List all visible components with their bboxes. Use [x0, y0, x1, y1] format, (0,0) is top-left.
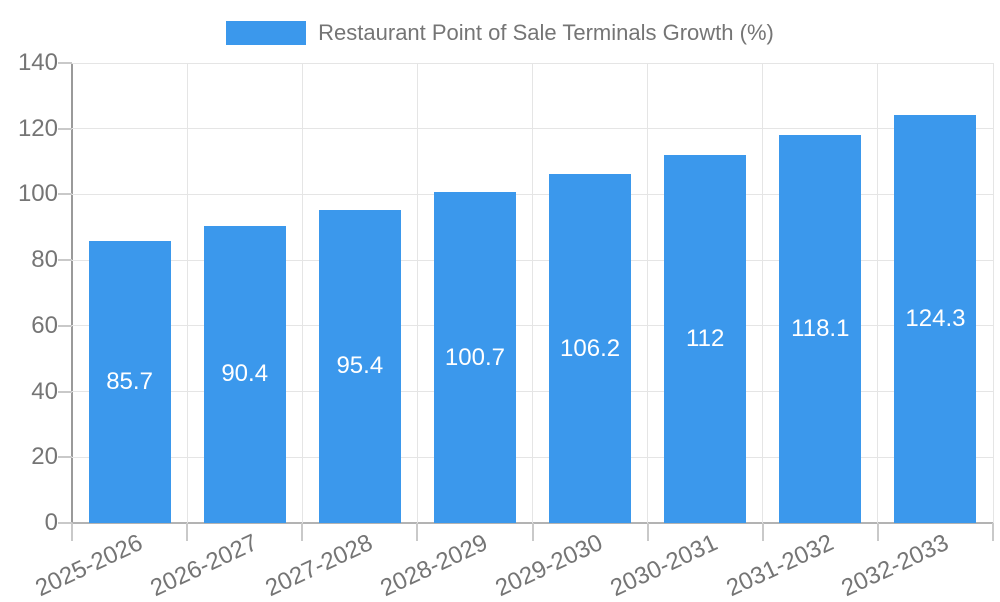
gridline-vertical	[301, 63, 303, 523]
y-tick-label: 20	[31, 443, 58, 471]
bar-value-label: 124.3	[905, 304, 966, 332]
x-tick-label: 2027-2028	[261, 529, 377, 602]
y-axis-tick	[58, 324, 72, 327]
plot-area: 85.7 90.4 95.4 100.7 106.2 112 118.1 124.3	[72, 62, 994, 523]
bar[interactable]: 100.7	[433, 192, 516, 523]
x-axis-tick	[186, 523, 189, 541]
x-axis-tick	[71, 523, 73, 541]
y-tick-label: 120	[17, 114, 58, 142]
x-axis-tick	[761, 523, 764, 541]
bar-value-label: 90.4	[221, 360, 269, 388]
x-axis-tick	[531, 523, 534, 541]
y-axis-line	[71, 63, 73, 541]
y-tick-label: 140	[17, 49, 58, 76]
y-axis-tick	[58, 456, 72, 459]
y-axis-tick	[58, 390, 72, 393]
bar[interactable]: 124.3	[894, 114, 977, 523]
y-axis-tick	[58, 127, 72, 130]
bar[interactable]: 85.7	[88, 241, 171, 523]
x-axis-tick	[646, 523, 649, 541]
y-axis-tick	[58, 193, 72, 196]
x-tick-label: 2030-2031	[606, 529, 723, 602]
gridline-vertical	[762, 63, 764, 523]
bar[interactable]: 118.1	[779, 134, 862, 523]
y-tick-label: 0	[44, 509, 58, 536]
bar-value-label: 112	[686, 325, 725, 352]
bar-value-label: 118.1	[791, 314, 850, 342]
y-tick-label: 100	[17, 180, 58, 208]
x-axis-tick	[301, 523, 304, 541]
y-axis-tick	[58, 259, 72, 262]
legend-label: Restaurant Point of Sale Terminals Growt…	[318, 20, 774, 45]
x-tick-label: 2032-2033	[836, 529, 953, 602]
gridline-vertical	[186, 63, 188, 523]
y-axis-tick	[58, 522, 72, 524]
y-tick-label: 40	[31, 377, 58, 405]
gridline-vertical	[877, 63, 879, 523]
y-tick-label: 60	[31, 311, 58, 339]
x-tick-label: 2031-2032	[721, 529, 838, 602]
x-tick-label: 2025-2026	[31, 529, 147, 602]
x-tick-label: 2029-2030	[491, 529, 608, 602]
bar[interactable]: 95.4	[318, 209, 401, 523]
bar-value-label: 106.2	[560, 334, 621, 362]
chart-legend: Restaurant Point of Sale Terminals Growt…	[0, 12, 1000, 54]
x-tick-label: 2026-2027	[146, 529, 262, 602]
gridline-vertical	[532, 63, 533, 523]
gridline-vertical	[647, 63, 649, 523]
x-axis-tick	[992, 523, 994, 541]
x-tick-label: 2028-2029	[376, 529, 492, 602]
gridline-vertical	[416, 63, 418, 523]
bar[interactable]: 90.4	[203, 225, 286, 523]
y-tick-label: 80	[31, 246, 58, 274]
y-axis-tick	[58, 62, 72, 64]
x-axis-tick	[876, 523, 879, 541]
bar-value-label: 100.7	[444, 343, 505, 371]
gridline-vertical	[992, 63, 994, 523]
bar-value-label: 85.7	[106, 368, 153, 396]
bar[interactable]: 112	[664, 155, 747, 523]
bar[interactable]: 106.2	[549, 174, 632, 523]
legend-item[interactable]: Restaurant Point of Sale Terminals Growt…	[226, 20, 774, 46]
legend-swatch-icon	[226, 21, 307, 45]
x-axis-tick	[416, 523, 419, 541]
bar-value-label: 95.4	[336, 352, 384, 380]
